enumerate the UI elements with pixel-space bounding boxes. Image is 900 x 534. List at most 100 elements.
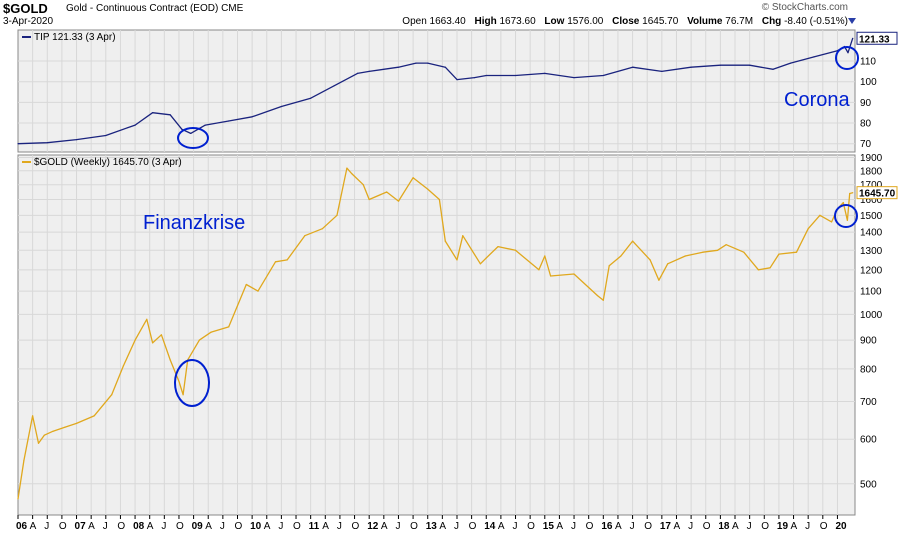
x-tick-label: O	[586, 521, 594, 532]
data-point	[333, 85, 335, 87]
data-point	[134, 339, 136, 341]
y-tick-label: 1600	[860, 195, 883, 206]
data-point	[412, 177, 414, 179]
data-point	[719, 64, 722, 66]
data-point	[152, 112, 154, 114]
annotation-circle	[835, 46, 859, 70]
x-tick-label: A	[498, 521, 505, 532]
data-point	[146, 318, 148, 320]
x-tick-label: A	[732, 521, 739, 532]
data-point	[497, 246, 499, 248]
x-tick-label: O	[293, 521, 301, 532]
x-tick-label: J	[395, 521, 400, 532]
data-point	[198, 339, 200, 341]
data-point	[75, 139, 78, 141]
x-tick-label: J	[454, 521, 459, 532]
x-tick-label: 08	[133, 521, 145, 532]
x-tick-label: O	[469, 521, 477, 532]
data-point	[456, 79, 458, 81]
annotation-circle	[834, 204, 858, 228]
data-point	[321, 228, 323, 230]
x-tick-label: A	[673, 521, 680, 532]
annotations: Corona Finanzkrise	[143, 46, 859, 407]
y-tick-label: 1000	[860, 310, 883, 321]
y-tick-label: 1100	[860, 287, 882, 298]
data-point	[178, 380, 180, 383]
x-tick-label: A	[147, 521, 154, 532]
x-tick-label: 11	[309, 521, 320, 532]
data-point	[415, 62, 417, 64]
symbol: $GOLD	[3, 1, 48, 16]
last-value-box	[856, 31, 898, 45]
data-point	[772, 68, 774, 70]
data-point	[31, 415, 34, 417]
brand-link[interactable]: © StockCharts.com	[761, 2, 848, 13]
data-point	[596, 295, 599, 297]
x-tick-label: 14	[484, 521, 496, 532]
x-tick-label: A	[30, 521, 37, 532]
legend-label: $GOLD (Weekly) 1645.70 (3 Apr)	[34, 157, 182, 168]
data-point	[245, 283, 247, 286]
data-point	[351, 172, 353, 175]
data-point	[190, 132, 192, 134]
data-point	[573, 77, 575, 79]
gold-panel: 500 600 700 800 900 1000 1100 1200 1300 1400 1500 1…	[17, 153, 898, 516]
data-point	[725, 244, 727, 246]
data-point	[181, 128, 183, 130]
x-tick-label: A	[322, 521, 329, 532]
open-value: 1663.40	[429, 16, 466, 27]
data-point	[257, 290, 259, 292]
low-value: 1576.00	[567, 16, 604, 27]
x-tick-label: J	[688, 521, 693, 532]
x-tick-label: O	[761, 521, 769, 532]
data-point	[37, 442, 40, 444]
data-point	[749, 64, 751, 66]
data-point	[397, 200, 400, 202]
x-tick-label: A	[88, 521, 95, 532]
data-point	[831, 221, 833, 223]
data-point	[602, 74, 604, 77]
data-point	[795, 251, 798, 253]
y-tick-label: 700	[860, 397, 877, 408]
x-tick-label: A	[439, 521, 446, 532]
data-point	[743, 251, 745, 253]
data-point	[444, 66, 446, 68]
data-point	[169, 114, 171, 116]
data-point	[386, 191, 388, 193]
x-tick-label: A	[264, 521, 271, 532]
data-point	[134, 124, 136, 126]
data-point	[807, 228, 809, 230]
data-point	[485, 257, 487, 259]
x-tick-label: 15	[543, 521, 555, 532]
data-point	[485, 74, 487, 77]
data-point	[397, 66, 400, 68]
x-tick-label: O	[410, 521, 418, 532]
last-value-label: 1645.70	[859, 189, 896, 200]
last-value-box	[856, 186, 898, 200]
x-tick-label: 18	[718, 521, 730, 532]
x-tick-label: O	[820, 521, 828, 532]
ohlc-readout: Open 1663.40 High 1673.60 Low 1576.00 Cl…	[402, 16, 848, 27]
y-tick-label: 110	[860, 57, 876, 68]
data-point	[111, 394, 113, 396]
data-point	[427, 62, 429, 64]
data-point	[479, 263, 481, 265]
data-point	[514, 74, 517, 77]
data-point	[280, 105, 282, 108]
x-tick-label: J	[805, 521, 810, 532]
chart-date: 3-Apr-2020	[3, 16, 54, 27]
data-point	[368, 198, 370, 201]
last-value-label: 121.33	[859, 34, 890, 45]
data-point	[160, 334, 162, 336]
x-tick-label: O	[527, 521, 535, 532]
chevron-down-icon[interactable]	[848, 18, 856, 24]
data-point	[93, 415, 95, 417]
data-point	[544, 255, 546, 257]
high-value: 1673.60	[499, 16, 536, 27]
annotation-circle	[177, 127, 209, 149]
close-value: 1645.70	[642, 16, 679, 27]
data-point	[368, 70, 370, 72]
data-point	[210, 331, 212, 333]
data-point	[716, 249, 719, 251]
